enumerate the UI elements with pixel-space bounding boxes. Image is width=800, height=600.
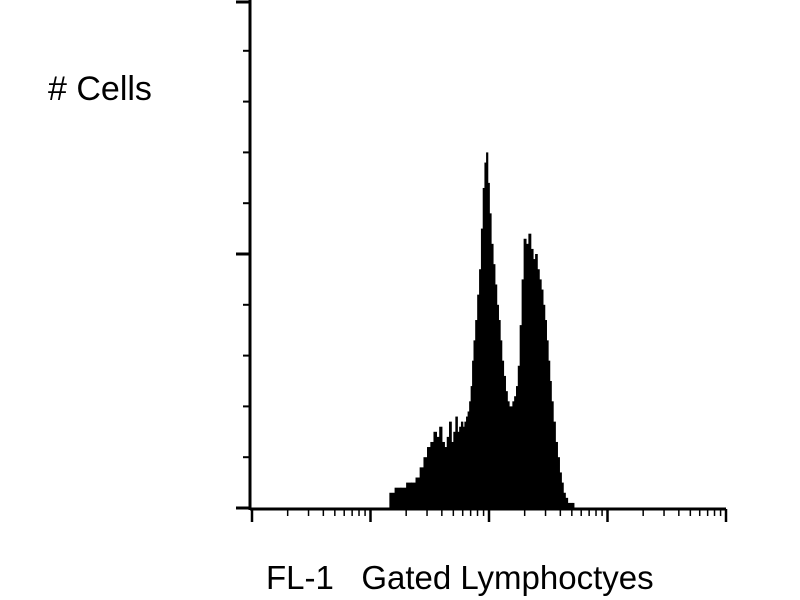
histogram-bar bbox=[464, 421, 467, 508]
histogram-bar bbox=[510, 406, 513, 508]
histogram-bar bbox=[406, 482, 412, 508]
histogram-bar bbox=[472, 360, 475, 508]
histogram-bar bbox=[496, 304, 499, 508]
histogram-bar bbox=[433, 431, 437, 508]
histogram-bar bbox=[501, 360, 505, 508]
histogram-bar bbox=[539, 279, 542, 508]
histogram-bar bbox=[516, 386, 519, 508]
histogram-bar bbox=[521, 279, 525, 508]
histogram-bar bbox=[549, 381, 552, 508]
histogram-bar bbox=[559, 472, 562, 508]
histogram-bar bbox=[519, 325, 523, 508]
histogram-bar bbox=[423, 457, 428, 508]
histogram-bar bbox=[514, 396, 517, 508]
histogram-bar bbox=[389, 492, 396, 508]
histogram-bar bbox=[446, 436, 450, 508]
histogram-bar bbox=[441, 441, 445, 508]
histogram-bar bbox=[427, 447, 431, 508]
histogram-bar bbox=[469, 401, 472, 508]
histogram-bar bbox=[507, 401, 510, 508]
histogram-bar bbox=[563, 492, 566, 508]
x-axis-label: FL-1 Gated Lymphoctyes bbox=[266, 559, 654, 596]
histogram-bar bbox=[503, 375, 506, 508]
histogram-bar bbox=[473, 340, 476, 508]
histogram-bar bbox=[508, 406, 512, 508]
histogram-bar bbox=[544, 320, 547, 508]
histogram-bar bbox=[439, 426, 443, 508]
x-axis-ticks bbox=[250, 509, 728, 522]
histogram-bar bbox=[400, 487, 407, 508]
histogram-bar bbox=[498, 320, 501, 508]
histogram-bar bbox=[470, 386, 473, 508]
histogram-bar bbox=[542, 304, 546, 508]
histogram-bar bbox=[467, 411, 470, 508]
y-axis-ticks bbox=[236, 0, 250, 510]
histogram-bar bbox=[436, 436, 440, 508]
histogram-bar bbox=[455, 416, 458, 508]
histogram-bar bbox=[548, 360, 551, 508]
y-axis-label: # Cells bbox=[48, 70, 152, 108]
histogram-bar bbox=[486, 152, 489, 508]
histogram-bar bbox=[477, 294, 480, 508]
histogram-bar bbox=[530, 248, 534, 509]
histogram-bar bbox=[457, 431, 460, 508]
histogram-bar bbox=[411, 482, 417, 508]
histogram-bar bbox=[567, 502, 571, 508]
histogram-bar bbox=[460, 421, 464, 508]
histogram-bar bbox=[489, 213, 492, 509]
histogram-bars bbox=[389, 152, 575, 509]
histogram-bar bbox=[459, 426, 462, 508]
histogram-bar bbox=[528, 233, 532, 508]
histogram-bar bbox=[462, 426, 465, 508]
histogram-bar bbox=[475, 320, 478, 508]
histogram-bar bbox=[546, 340, 549, 508]
histogram-bar bbox=[451, 441, 454, 508]
histogram-bar bbox=[494, 284, 498, 508]
histogram-bar bbox=[525, 243, 529, 508]
histogram-bar bbox=[453, 431, 456, 508]
histogram-bar bbox=[535, 254, 538, 508]
histogram-bar bbox=[394, 487, 402, 508]
histogram-bar bbox=[532, 259, 536, 508]
histogram-bar bbox=[561, 482, 564, 508]
histogram-bar bbox=[523, 238, 527, 508]
histogram-bar bbox=[517, 365, 521, 508]
histogram-bar bbox=[505, 391, 508, 508]
histogram-bar bbox=[541, 289, 544, 508]
histogram-bar bbox=[430, 441, 435, 508]
histogram-bar bbox=[551, 401, 554, 508]
histogram-bar bbox=[555, 441, 558, 508]
histogram-bar bbox=[492, 264, 496, 508]
histogram-bar bbox=[565, 497, 569, 508]
histogram-bar bbox=[482, 187, 486, 508]
histogram-bar bbox=[500, 340, 503, 508]
histogram-bar bbox=[484, 162, 487, 508]
histogram-bar bbox=[487, 182, 490, 508]
histogram-bar bbox=[479, 269, 482, 508]
histogram-bar bbox=[449, 421, 452, 508]
histogram-bar bbox=[553, 421, 556, 508]
histogram-bar bbox=[444, 447, 448, 508]
histogram-bar bbox=[419, 467, 425, 508]
histogram-bar bbox=[512, 401, 515, 508]
histogram-bar bbox=[491, 243, 494, 508]
histogram-bar bbox=[415, 477, 421, 508]
histogram-bar bbox=[557, 457, 560, 508]
histogram-bar bbox=[569, 502, 573, 508]
histogram-bar bbox=[480, 228, 484, 508]
histogram-bar bbox=[571, 502, 575, 508]
histogram-bar bbox=[466, 416, 469, 508]
histogram-bar bbox=[537, 269, 540, 508]
